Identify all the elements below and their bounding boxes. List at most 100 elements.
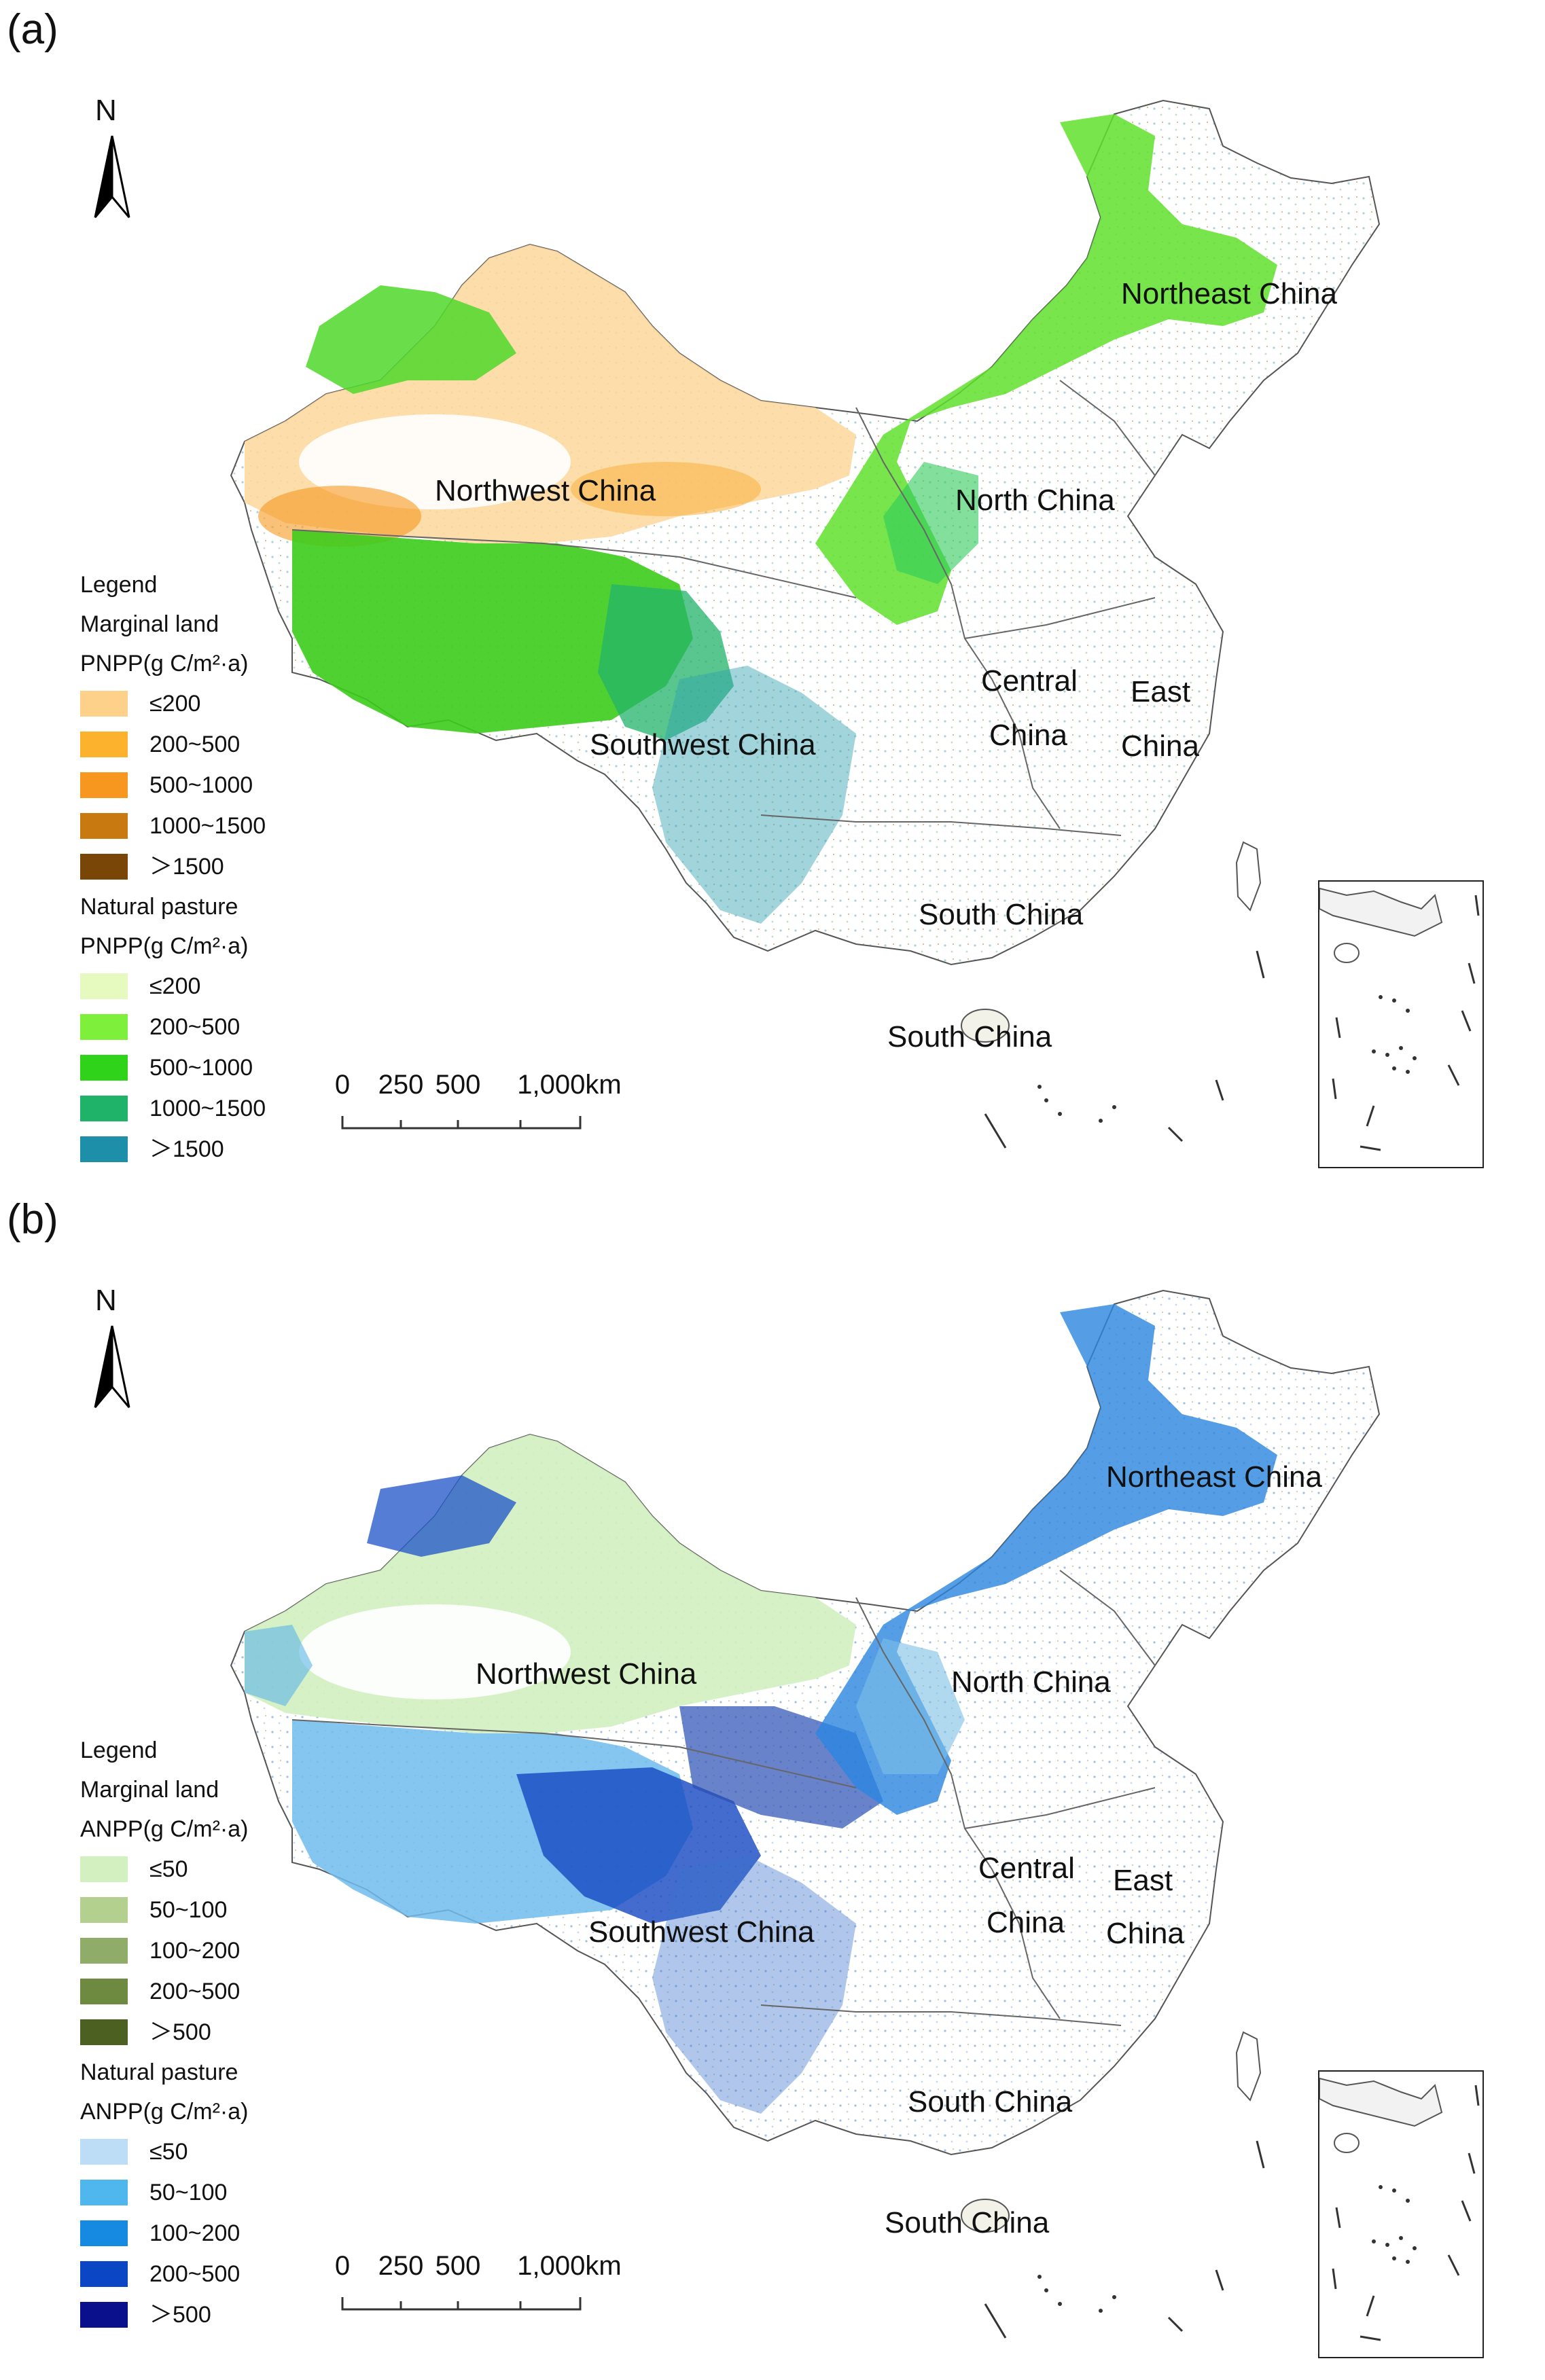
- legend-swatch: [80, 1938, 128, 1964]
- south-china-sea-inset: [1318, 2070, 1484, 2358]
- scale-label: 250: [378, 2251, 424, 2281]
- legend-swatch: [80, 2220, 128, 2246]
- legend-swatch: [80, 1014, 128, 1040]
- legend-item-label: ≤50: [149, 2139, 188, 2165]
- legend-item: ≤50: [80, 1849, 248, 1890]
- scale-label: 500: [435, 1070, 481, 1100]
- region-label-southwest: Southwest China: [590, 728, 816, 761]
- scale-label: 1,000km: [517, 1070, 622, 1100]
- legend-swatch: [80, 1096, 128, 1121]
- legend-group2-unit: PNPP(g C/m²·a): [80, 933, 249, 959]
- legend-item: 100~200: [80, 2213, 248, 2254]
- region-label-northwest: Northwest China: [435, 474, 656, 507]
- region-label-south: South China: [908, 2085, 1073, 2118]
- legend-item-label: ≤200: [149, 691, 201, 717]
- legend-group2-title: Natural pasture: [80, 894, 238, 920]
- legend-swatch: [80, 1055, 128, 1081]
- scale-label: 0: [334, 1070, 351, 1100]
- legend-item-label: 500~1000: [149, 1055, 253, 1081]
- region-label-central-1: Central: [978, 1852, 1075, 1885]
- scale-bar: 0 250 500 1,000km: [334, 1070, 622, 1138]
- region-label-north: North China: [951, 1665, 1111, 1699]
- legend-swatch: [80, 1136, 128, 1162]
- legend-item: 100~200: [80, 1930, 248, 1971]
- legend-group1-title: Marginal land: [80, 611, 219, 637]
- legend-group1-unit: PNPP(g C/m²·a): [80, 651, 249, 677]
- region-label-southwest: Southwest China: [588, 1915, 815, 1949]
- legend-swatch: [80, 691, 128, 717]
- legend-item-label: 200~500: [149, 2261, 241, 2287]
- china-map-pnpp: [230, 99, 1381, 1149]
- legend: Legend Marginal land PNPP(g C/m²·a) ≤200…: [80, 565, 266, 1170]
- hainan-island: [961, 1009, 1010, 1043]
- scale-bar-ticks: [341, 1116, 582, 1130]
- legend-item-label: ＞1500: [149, 854, 224, 880]
- scale-label: 500: [435, 2251, 481, 2281]
- region-label-east-1: East: [1131, 675, 1191, 708]
- panel-label: (b): [7, 1196, 58, 1243]
- taiwan-island: [1235, 2031, 1262, 2102]
- legend-item: ≤200: [80, 683, 266, 724]
- legend-item: ≤200: [80, 966, 266, 1007]
- legend-item-label: 200~500: [149, 1014, 241, 1040]
- region-label-central-2: China: [989, 719, 1067, 752]
- legend-swatch: [80, 2139, 128, 2165]
- north-arrow-label: N: [95, 94, 117, 127]
- legend-group2-unit: ANPP(g C/m²·a): [80, 2099, 249, 2125]
- scale-label: 0: [334, 2251, 351, 2281]
- north-arrow-icon: [94, 135, 130, 218]
- legend-item: 200~500: [80, 1971, 248, 2012]
- panel-b: (b) N Northeast China Northwest China No…: [0, 1190, 1545, 2380]
- legend-item: 50~100: [80, 1890, 248, 1930]
- legend-swatch: [80, 854, 128, 880]
- china-map-anpp: [230, 1289, 1381, 2339]
- legend-group1-title: Marginal land: [80, 1777, 219, 1803]
- region-label-east-2: China: [1106, 1917, 1184, 1950]
- legend: Legend Marginal land ANPP(g C/m²·a) ≤50 …: [80, 1731, 248, 2335]
- legend-item: 50~100: [80, 2172, 248, 2213]
- legend-item-label: 100~200: [149, 1938, 241, 1964]
- legend-swatch: [80, 2019, 128, 2045]
- legend-item-label: ≤50: [149, 1856, 188, 1882]
- legend-swatch: [80, 1856, 128, 1882]
- legend-item: 200~500: [80, 724, 266, 765]
- region-label-east-1: East: [1113, 1864, 1173, 1897]
- scale-bar: 0 250 500 1,000km: [334, 2251, 622, 2319]
- legend-item: ＞1500: [80, 846, 266, 887]
- region-label-central-2: China: [987, 1906, 1065, 1939]
- legend-group1-unit: ANPP(g C/m²·a): [80, 1816, 249, 1842]
- legend-group2-title: Natural pasture: [80, 2059, 238, 2085]
- inset-map: [1319, 887, 1480, 1151]
- north-arrow-icon: [94, 1325, 130, 1408]
- legend-item-label: 100~200: [149, 2220, 241, 2246]
- panel-label: (a): [7, 6, 58, 53]
- scale-bar-ticks: [341, 2297, 582, 2311]
- legend-title: Legend: [80, 572, 158, 598]
- legend-swatch: [80, 973, 128, 999]
- region-label-northeast: Northeast China: [1106, 1460, 1322, 1494]
- legend-item-label: ＞500: [149, 2019, 211, 2045]
- legend-item-label: 200~500: [149, 732, 241, 757]
- legend-item-label: 1000~1500: [149, 813, 266, 839]
- legend-swatch: [80, 2180, 128, 2205]
- legend-swatch: [80, 1979, 128, 2004]
- scale-label: 1,000km: [517, 2251, 622, 2281]
- legend-swatch: [80, 1897, 128, 1923]
- legend-item: ＞500: [80, 2294, 248, 2335]
- north-arrow-label: N: [95, 1284, 117, 1317]
- legend-item-label: ＞500: [149, 2302, 211, 2328]
- region-label-central-1: Central: [981, 664, 1078, 698]
- legend-item: ＞500: [80, 2012, 248, 2053]
- legend-item-label: 200~500: [149, 1979, 241, 2004]
- legend-item: 200~500: [80, 1007, 266, 1047]
- south-china-sea-inset: [1318, 880, 1484, 1168]
- region-label-south-hainan: South China: [887, 1020, 1052, 1053]
- legend-swatch: [80, 772, 128, 798]
- legend-item-label: 500~1000: [149, 772, 253, 798]
- region-label-northeast: Northeast China: [1121, 277, 1337, 310]
- region-label-east-2: China: [1121, 729, 1199, 763]
- legend-swatch: [80, 2261, 128, 2287]
- scale-label: 250: [378, 1070, 424, 1100]
- legend-item: ＞1500: [80, 1129, 266, 1170]
- legend-item-label: 50~100: [149, 1897, 228, 1923]
